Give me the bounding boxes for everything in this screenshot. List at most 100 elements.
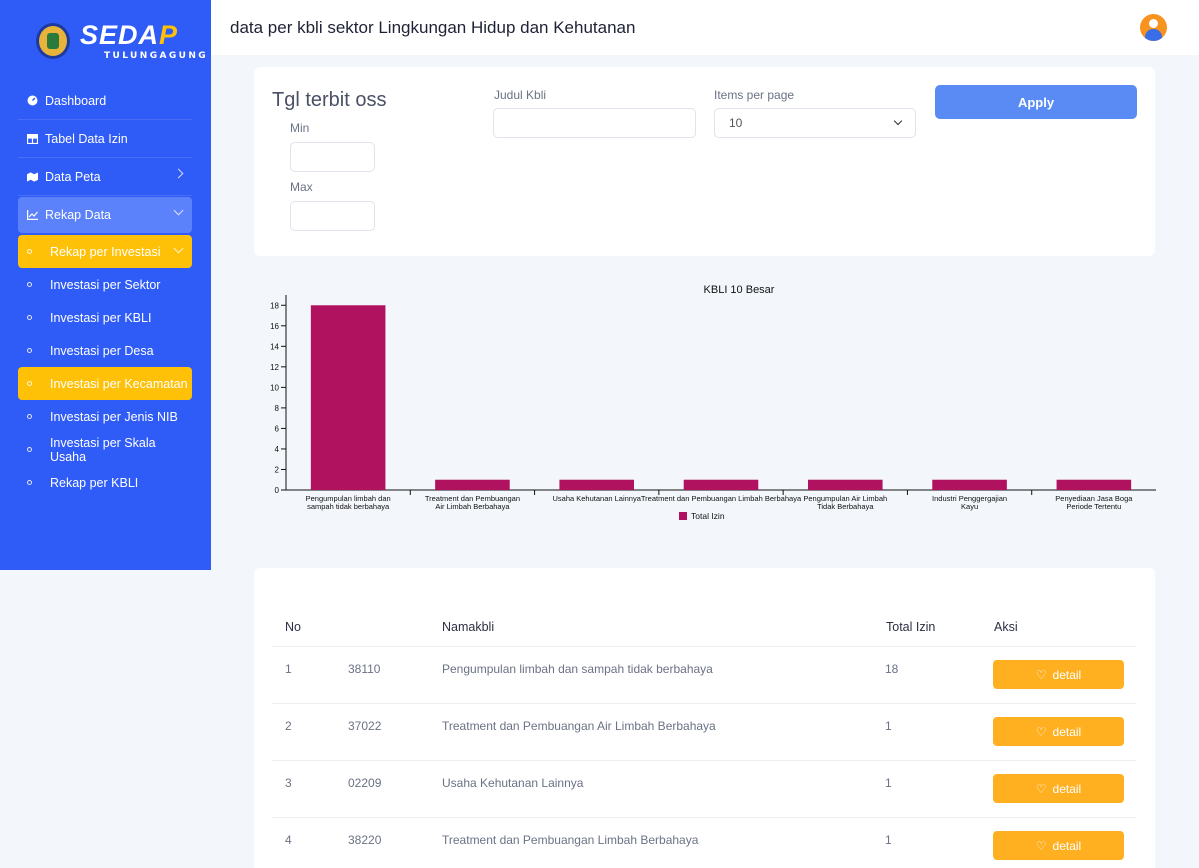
chart-line-icon <box>27 210 38 221</box>
table-row: 4 38220 Treatment dan Pembuangan Limbah … <box>272 817 1136 868</box>
sidebar-subitem-investasi-per-skala-usaha[interactable]: Investasi per Skala Usaha <box>18 433 192 466</box>
x-tick-label: Pengumpulan limbah dan sampah tidak berba… <box>306 494 391 511</box>
sidebar-nav: Dashboard Tabel Data Izin Data Peta Reka… <box>18 82 192 499</box>
chevron-down-icon <box>173 243 184 254</box>
detail-button[interactable]: ♡ detail <box>993 660 1124 689</box>
row-total-izin: 1 <box>885 776 892 790</box>
sidebar-item-dashboard[interactable]: Dashboard <box>18 82 192 120</box>
bullet-icon <box>27 249 32 254</box>
kbli-table-card: No Namakbli Total Izin Aksi 1 38110 Peng… <box>254 568 1155 868</box>
table-row: 3 02209 Usaha Kehutanan Lainnya 1 ♡ detai… <box>272 760 1136 817</box>
bullet-icon <box>27 348 32 353</box>
user-avatar[interactable] <box>1140 14 1167 41</box>
max-label: Max <box>290 180 313 194</box>
sedap-logo[interactable]: SEDAP TULUNGAGUNG <box>36 20 206 64</box>
y-tick-label: 6 <box>275 424 280 433</box>
y-tick-label: 4 <box>275 445 280 454</box>
detail-label: detail <box>1052 667 1082 682</box>
bar <box>808 479 883 490</box>
sidebar-subitem-rekap-per-kbli[interactable]: Rekap per KBLI <box>18 466 192 499</box>
avatar-body <box>1145 29 1162 41</box>
table-icon <box>27 133 38 144</box>
col-header-total-izin: Total Izin <box>886 620 936 634</box>
sidebar-item-tabel-data-izin[interactable]: Tabel Data Izin <box>18 120 192 158</box>
row-kbli-code: 02209 <box>348 776 382 790</box>
heart-icon: ♡ <box>1035 838 1047 853</box>
bar <box>435 479 510 490</box>
sidebar-item-rekap-data[interactable]: Rekap Data <box>18 197 192 233</box>
date-max-input[interactable] <box>290 201 375 231</box>
sidebar-subitem-investasi-per-desa[interactable]: Investasi per Desa <box>18 334 192 367</box>
sidebar-subitem-label: Rekap per Investasi <box>50 244 161 259</box>
row-total-izin: 1 <box>885 833 892 847</box>
items-per-page-label: Items per page <box>714 88 795 102</box>
sidebar-subitem-rekap-per-investasi[interactable]: Rekap per Investasi <box>18 235 192 268</box>
row-kbli-name: Pengumpulan limbah dan sampah tidak berb… <box>442 662 713 676</box>
sidebar-subitem-investasi-per-kecamatan[interactable]: Investasi per Kecamatan <box>18 367 192 400</box>
page-title: data per kbli sektor Lingkungan Hidup da… <box>230 18 636 37</box>
col-header-namakbli: Namakbli <box>442 620 495 634</box>
sidebar-item-label: Dashboard <box>45 93 107 108</box>
sidebar-subitem-investasi-per-kbli[interactable]: Investasi per KBLI <box>18 301 192 334</box>
x-tick-label: Industri Penggergajian Kayu <box>932 494 1007 511</box>
logo-text: SEDAP <box>80 20 179 50</box>
x-tick-label: Treatment dan Pembuangan Limbah Berbahay… <box>641 494 802 503</box>
row-total-izin: 18 <box>885 662 899 676</box>
sidebar-subitem-label: Investasi per Jenis NIB <box>50 409 178 424</box>
judul-kbli-input[interactable] <box>493 108 696 138</box>
detail-label: detail <box>1052 724 1082 739</box>
sidebar-item-data-peta[interactable]: Data Peta <box>18 158 192 196</box>
row-kbli-code: 37022 <box>348 719 382 733</box>
min-label: Min <box>290 121 310 135</box>
sidebar-subitem-label: Investasi per KBLI <box>50 310 152 325</box>
detail-button[interactable]: ♡ detail <box>993 717 1124 746</box>
row-no: 1 <box>285 662 292 676</box>
row-no: 2 <box>285 719 292 733</box>
heart-icon: ♡ <box>1035 667 1047 682</box>
legend-swatch <box>679 512 687 520</box>
date-min-input[interactable] <box>290 142 375 172</box>
table-row: 2 37022 Treatment dan Pembuangan Air Lim… <box>272 703 1136 760</box>
kbli-bar-chart: KBLI 10 Besar 0 2 4 6 8 10 12 14 16 18 Pengumpulan … <box>270 284 1156 521</box>
sidebar-subitem-investasi-per-jenis-nib[interactable]: Investasi per Jenis NIB <box>18 400 192 433</box>
top-header: data per kbli sektor Lingkungan Hidup da… <box>211 0 1199 55</box>
filter-card: Tgl terbit oss Min Max Judul Kbli Items … <box>254 67 1155 256</box>
chevron-down-icon <box>173 205 184 216</box>
bullet-icon <box>27 480 32 485</box>
x-tick-label: Pengumpulan Air Limbah Tidak Berbahaya <box>803 494 887 511</box>
row-kbli-code: 38220 <box>348 833 382 847</box>
sidebar: SEDAP TULUNGAGUNG Dashboard Tabel Data I… <box>0 0 211 570</box>
y-tick-label: 12 <box>270 363 279 372</box>
row-kbli-name: Usaha Kehutanan Lainnya <box>442 776 584 790</box>
date-filter-title: Tgl terbit oss <box>272 89 387 111</box>
row-total-izin: 1 <box>885 719 892 733</box>
sidebar-item-label: Data Peta <box>45 169 101 184</box>
heart-icon: ♡ <box>1035 781 1047 796</box>
x-tick-label: Usaha Kehutanan Lainnya <box>553 494 642 503</box>
row-no: 3 <box>285 776 292 790</box>
bullet-icon <box>27 381 32 386</box>
bullet-icon <box>27 414 32 419</box>
y-tick-label: 18 <box>270 301 279 310</box>
col-header-no: No <box>285 620 301 634</box>
detail-button[interactable]: ♡ detail <box>993 774 1124 803</box>
logo-subtitle: TULUNGAGUNG <box>104 51 209 61</box>
bullet-icon <box>27 282 32 287</box>
bullet-icon <box>27 447 32 452</box>
dashboard-icon <box>27 95 38 106</box>
bar <box>683 479 759 490</box>
chart-title: KBLI 10 Besar <box>704 284 775 296</box>
items-per-page-select[interactable]: 10 <box>714 108 916 138</box>
row-kbli-name: Treatment dan Pembuangan Limbah Berbahay… <box>442 833 699 847</box>
avatar-head <box>1149 19 1158 28</box>
judul-kbli-label: Judul Kbli <box>494 88 547 102</box>
apply-button[interactable]: Apply <box>935 85 1137 119</box>
detail-button[interactable]: ♡ detail <box>993 831 1124 860</box>
sidebar-subitem-label: Investasi per Sektor <box>50 277 161 292</box>
items-per-page-value: 10 <box>729 116 743 130</box>
y-tick-label: 8 <box>275 404 280 413</box>
sidebar-subitem-investasi-per-sektor[interactable]: Investasi per Sektor <box>18 268 192 301</box>
x-tick-label: Treatment dan Pembuangan Air Limbah Berba… <box>425 494 520 511</box>
sidebar-subitem-label: Rekap per KBLI <box>50 475 139 490</box>
x-tick-label: Penyediaan Jasa Boga Periode Tertentu <box>1055 494 1133 511</box>
